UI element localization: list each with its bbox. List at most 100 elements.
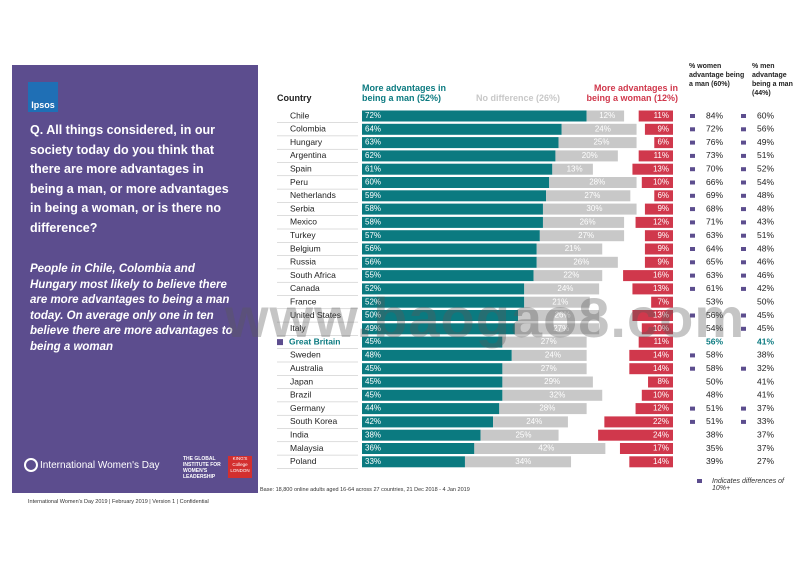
bar-man [362, 443, 475, 454]
bar-woman [604, 416, 673, 428]
category-label: India [290, 429, 309, 439]
side-panel [12, 65, 258, 493]
value-label: 36% [365, 444, 381, 453]
category-label: South Africa [290, 270, 336, 280]
value-label: 12% [653, 404, 669, 413]
value-label: 24% [653, 430, 669, 439]
summary: People in Chile, Colombia and Hungary mo… [30, 263, 233, 353]
value-label: 8% [657, 377, 669, 386]
bar-man [362, 389, 503, 401]
diff-marker [690, 153, 695, 158]
bar-man [362, 216, 543, 228]
column-cell: 69% [706, 190, 723, 200]
bar-woman [644, 123, 673, 135]
value-label: 22% [563, 271, 579, 280]
value-label: 25% [593, 138, 609, 147]
column-cell: 50% [706, 376, 723, 386]
column-cell: 37% [757, 403, 774, 413]
value-label: 24% [526, 417, 542, 426]
column-cell: 63% [706, 230, 723, 240]
diff-marker [741, 406, 746, 411]
value-label: 9% [657, 231, 669, 240]
column-cell: 68% [706, 203, 723, 213]
bar-woman [654, 190, 673, 202]
bar-woman [644, 256, 673, 268]
value-label: 7% [657, 297, 669, 306]
bar-man [362, 283, 525, 295]
column-cell: 64% [706, 243, 723, 253]
column-cell: 70% [706, 163, 723, 173]
bar-man [362, 310, 518, 321]
column-cell: 54% [757, 177, 774, 187]
diff-marker [741, 180, 746, 185]
iwd-icon [24, 458, 38, 472]
column-cell: 41% [757, 390, 774, 400]
category-label: Serbia [290, 203, 315, 213]
bar-man [362, 190, 547, 202]
diff-marker [741, 220, 746, 225]
value-label: 58% [365, 218, 381, 227]
value-label: 9% [657, 124, 669, 133]
value-label: 58% [365, 204, 381, 213]
category-label: Mexico [290, 217, 317, 227]
value-label: 59% [365, 191, 381, 200]
bar-woman [641, 177, 673, 188]
value-label: 45% [365, 364, 381, 373]
column-cell: 73% [706, 150, 723, 160]
value-label: 27% [541, 364, 557, 373]
value-label: 11% [654, 111, 669, 120]
bar-woman [644, 243, 673, 255]
value-label: 60% [365, 178, 381, 187]
value-label: 26% [573, 257, 589, 266]
bar-nodiff [474, 443, 606, 454]
column-cell: 42% [757, 283, 774, 293]
column-cell: 45% [757, 310, 774, 320]
category-label: Malaysia [290, 443, 324, 453]
value-label: 42% [365, 417, 381, 426]
column-cell: 71% [706, 217, 723, 227]
bar-nodiff [502, 389, 603, 401]
value-label: 45% [365, 377, 381, 386]
value-label: 57% [365, 231, 381, 240]
diff-marker [690, 233, 695, 238]
bar-nodiff [533, 270, 603, 282]
value-label: 16% [653, 271, 669, 280]
bar-nodiff [518, 310, 600, 321]
column-cell: 38% [706, 429, 723, 439]
bar-woman [644, 203, 673, 215]
legend-nodiff: No difference (26%) [476, 93, 561, 103]
value-label: 13% [653, 164, 669, 173]
bar-nodiff [536, 243, 603, 255]
value-label: 27% [541, 337, 557, 346]
value-label: 45% [365, 390, 381, 399]
bar-man [362, 429, 481, 441]
column-cell: 65% [706, 257, 723, 267]
value-label: 25% [515, 430, 531, 439]
category-label: Germany [290, 403, 326, 413]
category-label: Great Britain [289, 336, 341, 346]
diff-marker [741, 153, 746, 158]
column-cell: 37% [757, 443, 774, 453]
value-label: 14% [653, 364, 669, 373]
bar-woman [648, 376, 673, 388]
category-label: Italy [290, 323, 306, 333]
column-cell: 66% [706, 177, 723, 187]
note-marker [697, 479, 702, 483]
diff-marker [690, 167, 695, 172]
bar-nodiff [524, 283, 600, 295]
logo: Ipsos [28, 82, 58, 112]
bar-woman [641, 323, 673, 335]
bar-nodiff [514, 323, 600, 335]
value-label: 11% [654, 337, 669, 346]
bar-nodiff [480, 429, 559, 441]
bar-nodiff [561, 123, 637, 135]
value-label: 10% [653, 324, 669, 333]
value-label: 72% [365, 111, 381, 120]
diff-marker [690, 220, 695, 225]
bar-woman [654, 137, 673, 149]
bar-woman [623, 270, 673, 282]
column-cell: 32% [757, 363, 774, 373]
bar-woman [638, 110, 673, 122]
diff-marker [690, 114, 695, 118]
